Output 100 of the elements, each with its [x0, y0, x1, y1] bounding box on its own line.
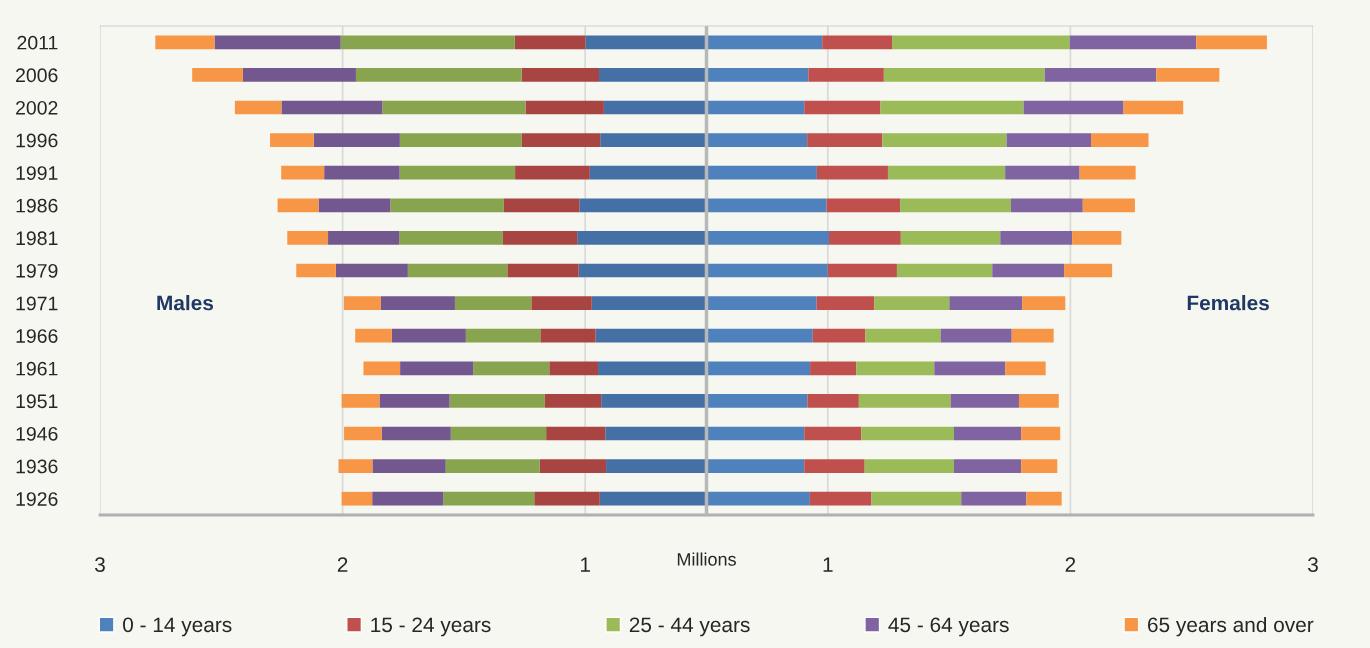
bar — [900, 231, 1001, 245]
y-tick-label: 1979 — [16, 263, 58, 278]
bar — [579, 198, 707, 213]
bar — [380, 296, 455, 310]
bar — [961, 491, 1027, 506]
bar — [706, 328, 813, 343]
bar — [1018, 394, 1059, 408]
bar — [521, 133, 601, 147]
bar — [826, 198, 901, 213]
bar — [706, 35, 823, 50]
bar — [454, 296, 532, 310]
x-tick-label: 1 — [823, 557, 833, 572]
bar — [1005, 165, 1080, 180]
bar — [338, 459, 373, 473]
bar — [515, 165, 590, 180]
bar — [578, 263, 707, 278]
x-axis-title: Millions — [677, 552, 736, 566]
bar — [807, 394, 859, 408]
bar — [606, 459, 707, 473]
bar — [270, 133, 314, 147]
bar — [341, 491, 373, 506]
bar — [546, 426, 606, 441]
bar — [507, 263, 579, 278]
bar — [706, 459, 805, 473]
x-tick-label: 2 — [337, 557, 348, 572]
bar — [400, 361, 474, 376]
bar — [242, 68, 356, 82]
bar — [281, 165, 325, 180]
bar — [363, 361, 401, 376]
bar — [887, 165, 1006, 180]
bar — [598, 361, 707, 376]
bar — [549, 361, 599, 376]
bar — [706, 198, 827, 213]
bar — [399, 165, 516, 180]
bar — [934, 361, 1006, 376]
bar — [449, 394, 545, 408]
bar — [992, 263, 1065, 278]
bar — [591, 296, 707, 310]
bar — [1021, 459, 1058, 473]
bar — [214, 35, 341, 50]
bar — [822, 35, 893, 50]
legend-label: 25 - 44 years — [629, 617, 750, 637]
bar — [605, 426, 707, 441]
annotation: Males — [157, 295, 214, 311]
bar — [1000, 231, 1073, 245]
bar — [706, 361, 811, 376]
bar — [706, 426, 805, 441]
bar — [539, 459, 607, 473]
y-tick-label: 1971 — [16, 296, 58, 311]
bar — [599, 491, 707, 506]
bar — [324, 165, 400, 180]
x-tick-label: 2 — [1065, 557, 1076, 572]
bar — [706, 263, 828, 278]
bar — [1005, 361, 1046, 376]
bar — [287, 231, 329, 245]
bar — [399, 231, 503, 245]
y-tick-label: 1946 — [16, 426, 58, 441]
bar — [809, 491, 872, 506]
x-tick-label: 1 — [581, 557, 590, 572]
bar — [940, 328, 1012, 343]
bar — [1006, 133, 1092, 147]
bar — [589, 165, 707, 180]
bar — [804, 100, 881, 115]
bar — [335, 263, 408, 278]
bar — [601, 394, 707, 408]
bar — [399, 133, 522, 147]
bar — [1023, 100, 1124, 115]
bar — [600, 133, 707, 147]
bar — [1196, 35, 1267, 50]
legend-label: 65 years and over — [1148, 616, 1314, 637]
bar — [445, 459, 540, 473]
bar — [372, 459, 446, 473]
y-tick-label: 1996 — [16, 133, 58, 148]
bar — [865, 328, 941, 343]
bar — [390, 198, 504, 213]
bar — [1026, 491, 1062, 506]
bar — [341, 394, 380, 408]
bar — [706, 68, 809, 82]
y-tick-label: 1951 — [16, 394, 58, 409]
legend-label: 45 - 64 years — [888, 617, 1009, 637]
bar — [812, 328, 866, 343]
bar — [585, 35, 707, 50]
bar — [706, 296, 817, 310]
bar — [804, 459, 865, 473]
y-tick-label: 1936 — [16, 459, 58, 474]
bar — [328, 231, 400, 245]
bar — [856, 361, 935, 376]
bar — [277, 198, 319, 213]
bar — [544, 394, 602, 408]
bar — [1069, 35, 1197, 50]
bar — [883, 68, 1045, 82]
bar — [296, 263, 336, 278]
bar — [577, 231, 707, 245]
bar — [864, 459, 954, 473]
bar — [1156, 68, 1220, 82]
bar — [599, 68, 707, 82]
bar — [450, 426, 547, 441]
bar — [521, 68, 600, 82]
bar — [861, 426, 954, 441]
y-tick-label: 1991 — [16, 166, 58, 180]
